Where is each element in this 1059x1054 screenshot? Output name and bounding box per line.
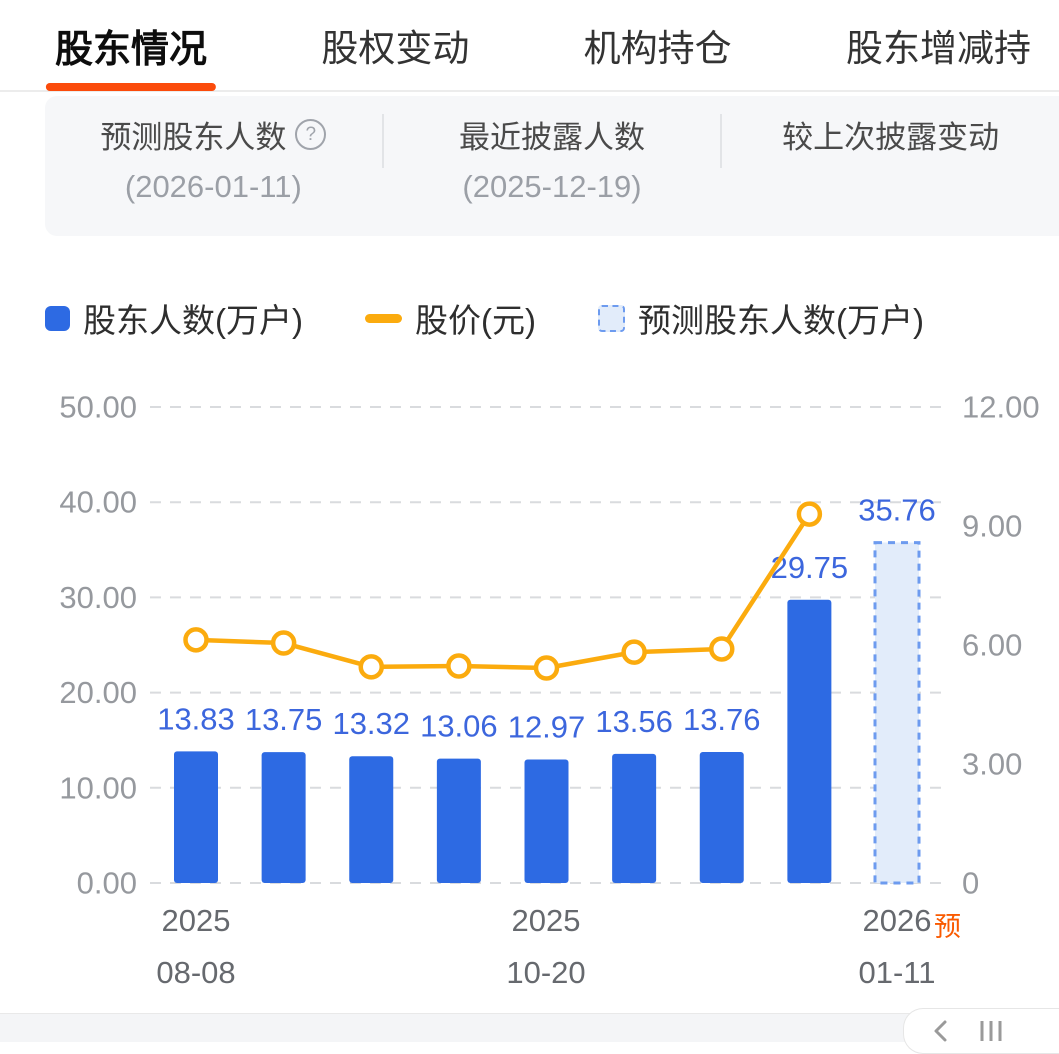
holders-bar[interactable] [174,751,218,883]
price-line [195,512,812,671]
x-label-date: 10-20 [506,955,586,990]
price-line-marker[interactable] [270,630,297,656]
legend-label: 股价(元) [414,302,536,339]
x-label-year: 2026 [862,903,932,938]
bar-value-label: 13.75 [245,702,323,737]
right-axis-tick: 9.00 [962,509,1022,544]
x-label-year: 2025 [511,903,581,938]
tab-equity-change[interactable]: 股权变动 [321,0,469,91]
forecast-tag: 预 [934,912,961,942]
x-axis-label-middle: 2025 10-20 [446,895,646,999]
bar-value-label: 13.83 [157,701,235,736]
tab-label: 股东情况 [55,28,208,71]
tab-shareholder-info[interactable]: 股东情况 [45,0,217,91]
price-line-marker[interactable] [796,501,823,527]
bar-value-label: 13.32 [332,706,410,741]
right-axis-tick: 6.00 [962,628,1022,663]
legend-item-price[interactable]: 股价(元) [364,294,536,342]
forecast-value-label: 35.76 [858,493,936,528]
summary-col-latest-disclosed: 最近披露人数 (2025-12-19) [384,96,721,236]
active-tab-underline [45,83,217,91]
holders-bar[interactable] [612,753,657,883]
tab-label: 股权变动 [321,28,470,69]
tab-institutional-holdings[interactable]: 机构持仓 [584,0,732,91]
question-circle-icon[interactable]: ? [295,119,327,150]
x-label-year: 2025 [161,903,231,938]
x-axis-label-first: 2025 08-08 [96,895,296,999]
legend-label: 股东人数(万户) [83,302,303,339]
legend-item-forecast-holders[interactable]: 预测股东人数(万户) [597,294,924,342]
line-swatch-icon [364,313,402,323]
holders-bar[interactable] [524,759,569,883]
price-line-marker[interactable] [621,639,647,665]
price-line-marker[interactable] [358,654,384,680]
back-icon[interactable] [930,1019,952,1043]
price-line-marker[interactable] [446,653,472,679]
summary-divider [720,114,723,168]
price-line-marker[interactable] [709,636,735,662]
left-axis-tick: 10.00 [59,770,137,805]
summary-panel: 预测股东人数 ? (2026-01-11) 最近披露人数 (2025-12-19… [45,96,1059,236]
legend-item-holders[interactable]: 股东人数(万户) [45,294,303,342]
forecast-bar[interactable] [873,541,921,885]
tab-label: 机构持仓 [583,28,732,69]
right-axis-tick: 0 [962,866,979,901]
summary-date: (2026-01-11) [124,169,302,204]
bar-value-label: 13.76 [683,702,761,737]
summary-title: 较上次披露变动 [782,120,1000,155]
x-axis-label-last: 2026 01-11 [797,895,997,999]
summary-divider [381,114,384,168]
summary-col-change-since-last: 较上次披露变动 [722,96,1059,236]
summary-date: (2025-12-19) [462,169,642,204]
kline-icon[interactable] [978,1019,1004,1043]
summary-title: 最近披露人数 [459,120,645,155]
summary-title: 预测股东人数 [100,120,287,155]
left-axis-tick: 0.00 [77,866,137,901]
bar-value-label: 12.97 [508,710,586,745]
left-axis-tick: 50.00 [59,390,137,425]
chart-legend: 股东人数(万户) 股价(元) 预测股东人数(万户) [45,294,924,342]
holders-bar[interactable] [261,752,306,883]
summary-col-forecast-holders: 预测股东人数 ? (2026-01-11) [45,96,382,236]
left-axis-tick: 40.00 [59,485,137,520]
holders-bar[interactable] [436,758,481,883]
price-line-marker[interactable] [183,627,209,653]
bar-value-label: 13.56 [595,704,673,739]
tab-shareholder-increase-decrease[interactable]: 股东增减持 [846,0,1031,91]
x-label-date: 08-08 [156,955,236,990]
right-axis-tick: 12.00 [962,390,1040,425]
x-label-date: 01-11 [858,955,936,990]
holders-price-chart: 50.00 40.00 30.00 20.00 10.00 0.00 12.00 9.00 6.… [0,380,1059,940]
holders-bar[interactable] [349,756,394,883]
tab-bar: 股东情况 股权变动 机构持仓 股东增减持 [0,0,1059,92]
holders-bar[interactable] [787,599,832,883]
price-line-marker[interactable] [533,655,560,681]
bar-value-label: 13.06 [420,709,498,744]
holders-bar[interactable] [699,752,744,883]
forecast-swatch-icon [597,304,625,332]
bar-swatch-icon [45,305,70,331]
left-axis-tick: 20.00 [59,675,137,710]
tab-label: 股东增减持 [846,28,1031,69]
right-axis-tick: 3.00 [962,747,1022,782]
left-axis-tick: 30.00 [59,580,137,615]
floating-toolbar [903,1008,1059,1054]
next-section-strip [0,1013,1059,1042]
legend-label: 预测股东人数(万户) [637,302,924,339]
chart-canvas: 50.00 40.00 30.00 20.00 10.00 0.00 12.00 9.00 6.… [59,390,1040,901]
